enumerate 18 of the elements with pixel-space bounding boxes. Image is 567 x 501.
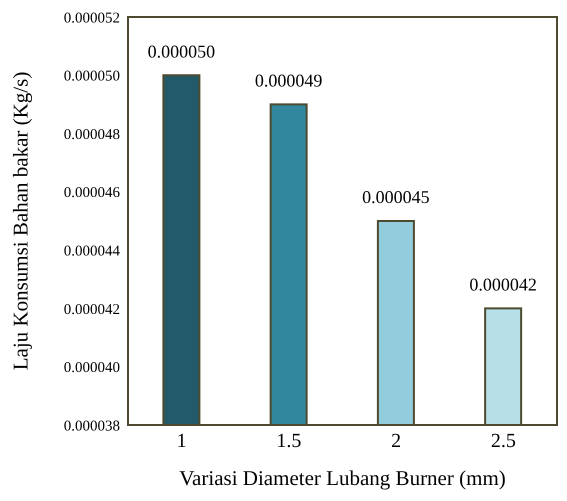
y-tick-label: 0.000046 <box>64 185 120 202</box>
y-tick-label: 0.000052 <box>64 10 120 26</box>
x-tick-label: 2.5 <box>490 430 516 452</box>
y-tick-label: 0.000050 <box>64 68 120 85</box>
y-axis-title: Laju Konsumsi Bahan bakar (Kg/s) <box>8 72 32 370</box>
data-label: 0.000050 <box>148 41 216 62</box>
y-tick-label: 0.000042 <box>64 302 120 318</box>
x-tick-label: 2 <box>391 430 402 452</box>
y-tick-label: 0.000048 <box>64 126 120 143</box>
y-tick-label: 0.000040 <box>64 360 120 376</box>
x-tick-label: 1.5 <box>276 430 302 452</box>
x-tick-label: 1 <box>176 430 187 452</box>
x-axis-title: Variasi Diameter Lubang Burner (mm) <box>179 466 506 490</box>
y-tick-label: 0.000038 <box>64 418 120 434</box>
data-label: 0.000042 <box>469 274 537 294</box>
data-label: 0.000045 <box>362 187 430 207</box>
data-label: 0.000049 <box>254 70 322 90</box>
y-tick-label: 0.000044 <box>64 243 120 260</box>
